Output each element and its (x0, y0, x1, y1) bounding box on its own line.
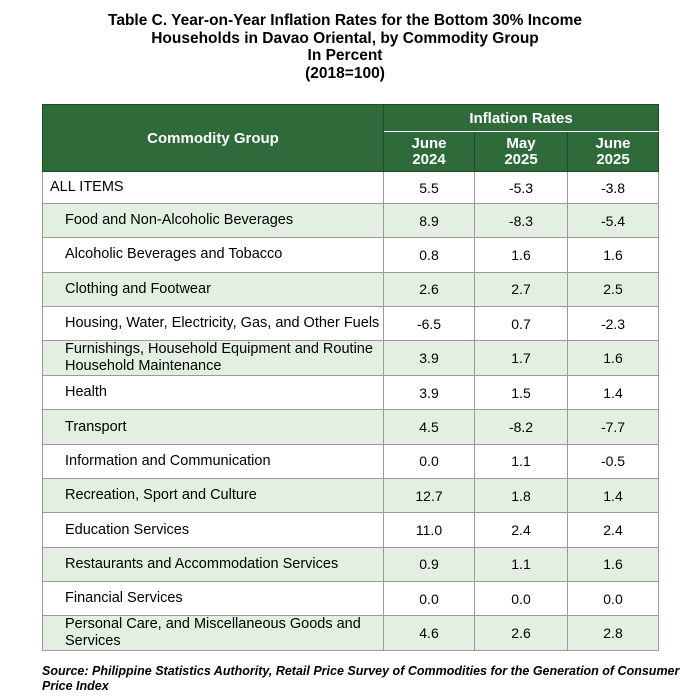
table-row: Food and Non-Alcoholic Beverages 8.9 -8.… (42, 202, 660, 239)
table-row: Education Services 11.0 2.4 2.4 (42, 512, 660, 548)
table-row: Financial Services 0.0 0.0 0.0 (42, 580, 660, 617)
value-may2025: 2.6 (474, 615, 568, 652)
table-row: Alcoholic Beverages and Tobacco 0.8 1.6 … (42, 237, 660, 273)
commodity-group-cell: Alcoholic Beverages and Tobacco (42, 237, 384, 273)
value-jun2025: 2.4 (566, 512, 660, 548)
inflation-table: Commodity Group Inflation Rates June 202… (42, 103, 660, 652)
value-jun2025: -7.7 (566, 409, 660, 445)
value-jun2024: 3.9 (383, 375, 475, 411)
value-jun2024: 12.7 (383, 478, 475, 514)
value-jun2024: 4.6 (383, 615, 475, 652)
table-row: Health 3.9 1.5 1.4 (42, 375, 660, 411)
commodity-group-cell: Recreation, Sport and Culture (42, 478, 384, 514)
commodity-group-cell: Housing, Water, Electricity, Gas, and Ot… (42, 305, 384, 342)
table-title: Table C. Year-on-Year Inflation Rates fo… (0, 12, 690, 82)
period-header-jun2025: June 2025 (566, 131, 660, 172)
commodity-group-cell: Financial Services (42, 580, 384, 617)
table-row: Restaurants and Accommodation Services 0… (42, 546, 660, 582)
value-may2025: 0.0 (474, 580, 568, 617)
value-jun2025: 1.4 (566, 375, 660, 411)
value-jun2025: 1.4 (566, 478, 660, 514)
value-may2025: 1.8 (474, 478, 568, 514)
value-may2025: 1.7 (474, 340, 568, 377)
table-row: Transport 4.5 -8.2 -7.7 (42, 409, 660, 445)
inflation-rates-header: Inflation Rates (382, 103, 660, 133)
table-row: Housing, Water, Electricity, Gas, and Ot… (42, 305, 660, 342)
commodity-group-cell: Transport (42, 409, 384, 445)
table-row: ALL ITEMS 5.5 -5.3 -3.8 (42, 171, 660, 204)
value-jun2025: -0.5 (566, 443, 660, 480)
value-jun2025: -5.4 (566, 202, 660, 239)
table-row: Recreation, Sport and Culture 12.7 1.8 1… (42, 478, 660, 514)
period-year: 2025 (596, 150, 630, 168)
table-row: Clothing and Footwear 2.6 2.7 2.5 (42, 271, 660, 307)
value-jun2024: 8.9 (383, 202, 475, 239)
period-month: May (506, 134, 536, 152)
commodity-group-cell: Furnishings, Household Equipment and Rou… (42, 340, 384, 377)
value-jun2024: 5.5 (383, 171, 475, 204)
value-jun2024: 2.6 (383, 271, 475, 307)
value-may2025: -5.3 (474, 171, 568, 204)
period-header-jun2024: June 2024 (383, 131, 475, 172)
commodity-group-cell: Personal Care, and Miscellaneous Goods a… (42, 615, 384, 652)
value-may2025: 1.1 (474, 546, 568, 582)
value-may2025: 0.7 (474, 305, 568, 342)
title-line-1: Table C. Year-on-Year Inflation Rates fo… (108, 12, 582, 29)
period-header-may2025: May 2025 (474, 131, 568, 172)
value-jun2025: -2.3 (566, 305, 660, 342)
source-note: Source: Philippine Statistics Authority,… (42, 664, 680, 693)
value-jun2025: 2.5 (566, 271, 660, 307)
commodity-group-header: Commodity Group (42, 104, 384, 172)
table-row: Personal Care, and Miscellaneous Goods a… (42, 615, 660, 652)
value-jun2025: 0.0 (566, 580, 660, 617)
commodity-group-cell: Health (42, 375, 384, 411)
table-row: Furnishings, Household Equipment and Rou… (42, 340, 660, 377)
value-jun2024: 4.5 (383, 409, 475, 445)
value-jun2025: -3.8 (566, 171, 660, 204)
value-may2025: -8.3 (474, 202, 568, 239)
commodity-group-cell: Information and Communication (42, 443, 384, 480)
commodity-group-cell: Education Services (42, 512, 384, 548)
value-jun2024: 0.0 (383, 580, 475, 617)
title-line-3: In Percent (307, 47, 383, 64)
period-year: 2024 (412, 150, 446, 168)
value-jun2025: 2.8 (566, 615, 660, 652)
value-jun2024: 0.9 (383, 546, 475, 582)
value-jun2024: 0.8 (383, 237, 475, 273)
value-jun2024: 11.0 (383, 512, 475, 548)
value-may2025: 1.1 (474, 443, 568, 480)
commodity-group-cell: Food and Non-Alcoholic Beverages (42, 202, 384, 239)
table-row: Information and Communication 0.0 1.1 -0… (42, 443, 660, 480)
value-jun2025: 1.6 (566, 546, 660, 582)
commodity-group-cell: Restaurants and Accommodation Services (42, 546, 384, 582)
value-may2025: 1.5 (474, 375, 568, 411)
value-jun2024: -6.5 (383, 305, 475, 342)
value-jun2025: 1.6 (566, 340, 660, 377)
value-may2025: 1.6 (474, 237, 568, 273)
commodity-group-cell: ALL ITEMS (42, 171, 384, 204)
value-jun2025: 1.6 (566, 237, 660, 273)
period-month: June (595, 134, 631, 152)
value-may2025: 2.4 (474, 512, 568, 548)
value-jun2024: 0.0 (383, 443, 475, 480)
commodity-group-cell: Clothing and Footwear (42, 271, 384, 307)
title-line-4: (2018=100) (305, 64, 385, 82)
value-jun2024: 3.9 (383, 340, 475, 377)
period-year: 2025 (504, 150, 538, 168)
value-may2025: -8.2 (474, 409, 568, 445)
period-month: June (411, 134, 447, 152)
value-may2025: 2.7 (474, 271, 568, 307)
title-line-2: Households in Davao Oriental, by Commodi… (151, 29, 539, 47)
